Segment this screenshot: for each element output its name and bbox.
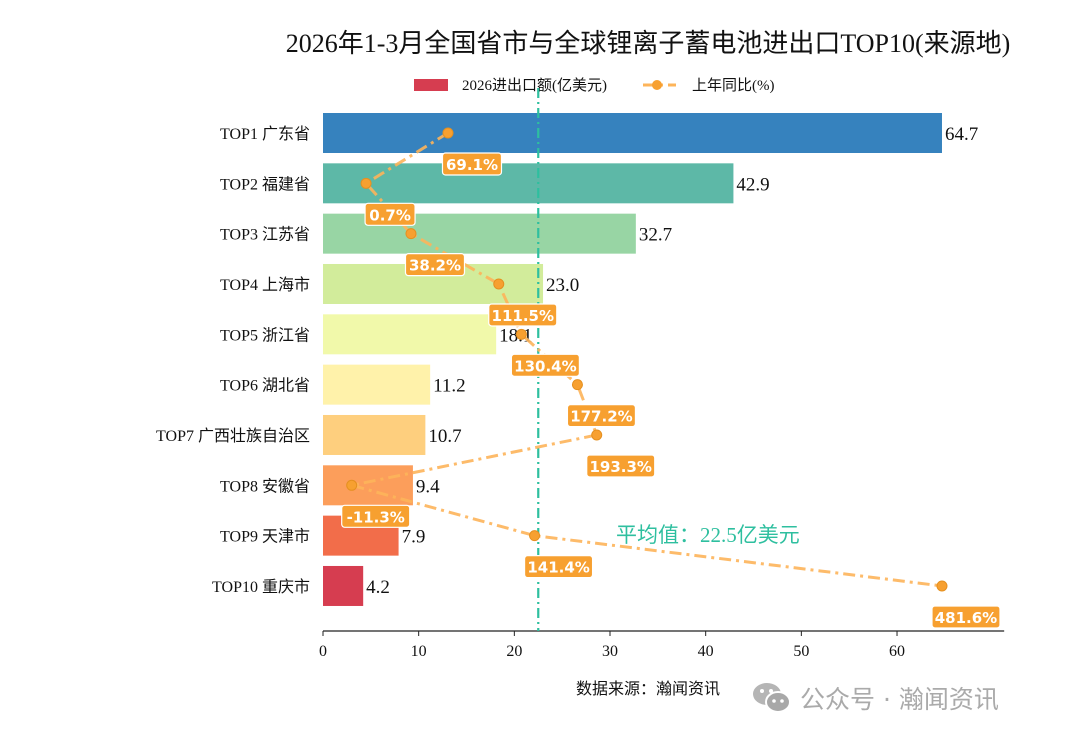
yoy-marker [571,379,583,391]
y-tick-label: TOP2 福建省 [220,175,310,193]
y-tick-label: TOP1 广东省 [220,125,310,143]
bar-value-label: 10.7 [428,426,461,447]
x-tick-label: 30 [602,643,618,660]
yoy-label-box [441,152,503,176]
yoy-marker [405,228,417,240]
legend-bar-label: 2026进出口额(亿美元) [462,77,607,94]
y-tick-label: TOP9 天津市 [220,528,310,546]
x-tick-label: 20 [506,643,522,660]
yoy-label-box [341,504,411,528]
y-tick-label: TOP10 重庆市 [212,578,310,596]
yoy-label-box [931,605,1001,629]
bar [323,163,734,204]
watermark: 公众号 · 瀚闻资讯 [752,680,999,716]
yoy-value-label: 69.1% [446,156,498,174]
x-tick-label: 40 [698,643,714,660]
source-note: 数据来源：瀚闻资讯 [576,680,720,698]
legend-line-label: 上年同比(%) [692,77,775,94]
bar [323,314,497,355]
bar-value-label: 4.2 [366,577,390,598]
y-tick-label: TOP7 广西壮族自治区 [156,427,310,445]
yoy-marker [493,278,505,290]
bar-value-label: 64.7 [945,124,978,145]
y-tick-label: TOP3 江苏省 [220,226,310,244]
yoy-label-box [364,202,416,226]
yoy-label-box [566,404,637,428]
bar-value-label: 23.0 [546,275,579,296]
yoy-marker [936,580,948,592]
x-tick-label: 10 [411,643,427,660]
yoy-value-label: -11.3% [347,508,405,526]
yoy-label-box [404,253,466,277]
y-tick-label: TOP8 安徽省 [220,477,310,495]
bar [323,364,431,405]
bar [323,565,364,606]
yoy-label-box [586,454,656,478]
x-tick-label: 0 [319,643,327,660]
yoy-marker [442,127,454,139]
chart-title: 2026年1-3月全国省市与全球锂离子蓄电池进出口TOP10(来源地) [286,29,1011,58]
yoy-value-label: 141.4% [527,559,589,577]
bar [323,465,413,506]
legend: 2026进出口额(亿美元) 上年同比(%) [414,77,775,94]
x-tick-label: 50 [793,643,809,660]
yoy-marker [360,177,372,189]
bar [323,414,426,455]
yoy-value-label: 38.2% [409,257,461,275]
yoy-marker [346,479,358,491]
bar-value-label: 42.9 [736,174,769,195]
x-tick-label: 60 [889,643,905,660]
y-tick-label: TOP4 上海市 [220,276,310,294]
bar-value-label: 18.1 [499,325,532,346]
y-tick-label: TOP6 湖北省 [220,377,310,395]
y-tick-label: TOP5 浙江省 [220,326,310,344]
watermark-text: 公众号 · 瀚闻资讯 [800,685,999,714]
yoy-value-label: 177.2% [570,408,632,426]
bar-value-label: 11.2 [433,376,466,397]
bar-value-label: 9.4 [416,476,440,497]
yoy-value-label: 111.5% [492,307,554,325]
average-label: 平均值：22.5亿美元 [616,523,800,547]
bar-value-label: 7.9 [402,527,426,548]
legend-line-marker [652,80,662,90]
yoy-value-label: 481.6% [935,609,997,627]
yoy-value-label: 0.7% [369,206,411,224]
bar-value-label: 32.7 [639,225,672,246]
yoy-value-label: 193.3% [589,458,651,476]
yoy-label-box [523,555,594,579]
yoy-marker [515,328,527,340]
yoy-label-box [488,303,558,327]
yoy-label-box [510,353,580,377]
yoy-marker [591,429,603,441]
wechat-icon [753,683,791,713]
bar [323,113,942,153]
yoy-marker [529,530,541,542]
legend-bar-swatch [414,79,448,91]
yoy-value-label: 130.4% [514,357,576,375]
